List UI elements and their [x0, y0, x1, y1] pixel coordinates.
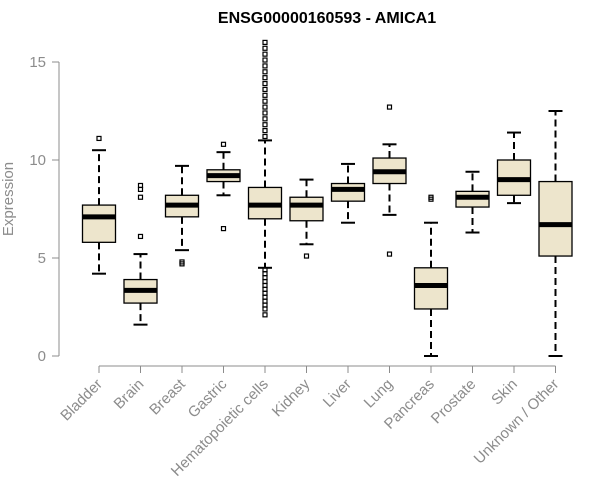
outlier-point	[386, 104, 393, 110]
outlier-point	[262, 110, 268, 116]
box-pancreas	[413, 194, 449, 357]
x-category-label: Skin	[488, 376, 521, 409]
y-tick-label: 0	[38, 348, 46, 365]
x-category-label: Breast	[146, 375, 189, 418]
outlier-point	[262, 92, 268, 98]
outlier-point	[220, 141, 227, 147]
outlier-point	[262, 39, 268, 46]
outlier-point	[262, 75, 268, 81]
x-category-label: Liver	[320, 376, 355, 411]
outlier-point	[262, 57, 268, 63]
box-prostate	[455, 170, 490, 234]
outlier-point	[262, 86, 268, 93]
outlier-point	[262, 104, 268, 110]
y-axis-label: Expression	[0, 162, 17, 236]
y-tick-label: 15	[29, 54, 46, 71]
outlier-point	[386, 251, 393, 257]
outlier-point	[262, 98, 268, 104]
box-brain	[123, 182, 158, 326]
outlier-point	[262, 128, 268, 134]
outlier-point	[262, 133, 268, 140]
outlier-point	[262, 45, 268, 51]
x-axis	[98, 365, 556, 373]
iqr-box	[538, 180, 573, 257]
outlier-point	[262, 122, 268, 128]
x-category-label: Prostate	[428, 376, 480, 428]
outlier-point	[96, 135, 102, 142]
outlier-point	[262, 267, 268, 273]
x-category-label: Kidney	[269, 375, 314, 420]
outlier-point	[262, 312, 268, 318]
outlier-point	[262, 51, 268, 57]
outlier-point	[220, 226, 227, 232]
box-kidney	[289, 178, 324, 259]
outlier-point	[303, 253, 310, 259]
iqr-box	[81, 204, 117, 243]
box-skin	[496, 131, 532, 205]
outlier-point	[262, 69, 268, 75]
y-axis: 0 5 10 15	[29, 54, 60, 365]
x-category-label: Brain	[111, 376, 148, 413]
y-tick-label: 5	[38, 250, 46, 267]
outlier-point	[262, 116, 268, 122]
outlier-point	[428, 194, 434, 200]
iqr-box	[413, 267, 449, 310]
box-breast	[164, 164, 200, 267]
box-liver	[330, 162, 366, 224]
boxes-group	[81, 39, 573, 357]
box-lung	[372, 104, 407, 257]
chart-title: ENSG00000160593 - AMICA1	[218, 10, 436, 27]
box-hematopoietic-cells	[247, 39, 283, 318]
box-gastric	[206, 141, 241, 232]
outlier-point	[137, 194, 144, 200]
outlier-point	[262, 80, 268, 87]
x-category-label: Lung	[361, 376, 397, 412]
iqr-box	[289, 196, 324, 222]
outlier-point	[179, 259, 185, 265]
outlier-point	[137, 233, 144, 240]
outlier-point	[137, 182, 144, 189]
box-unknown-other	[538, 110, 573, 357]
y-tick-label: 10	[29, 152, 46, 169]
box-bladder	[81, 135, 117, 275]
iqr-box	[330, 182, 366, 202]
outlier-point	[262, 63, 268, 69]
x-category-label: Bladder	[57, 376, 106, 425]
